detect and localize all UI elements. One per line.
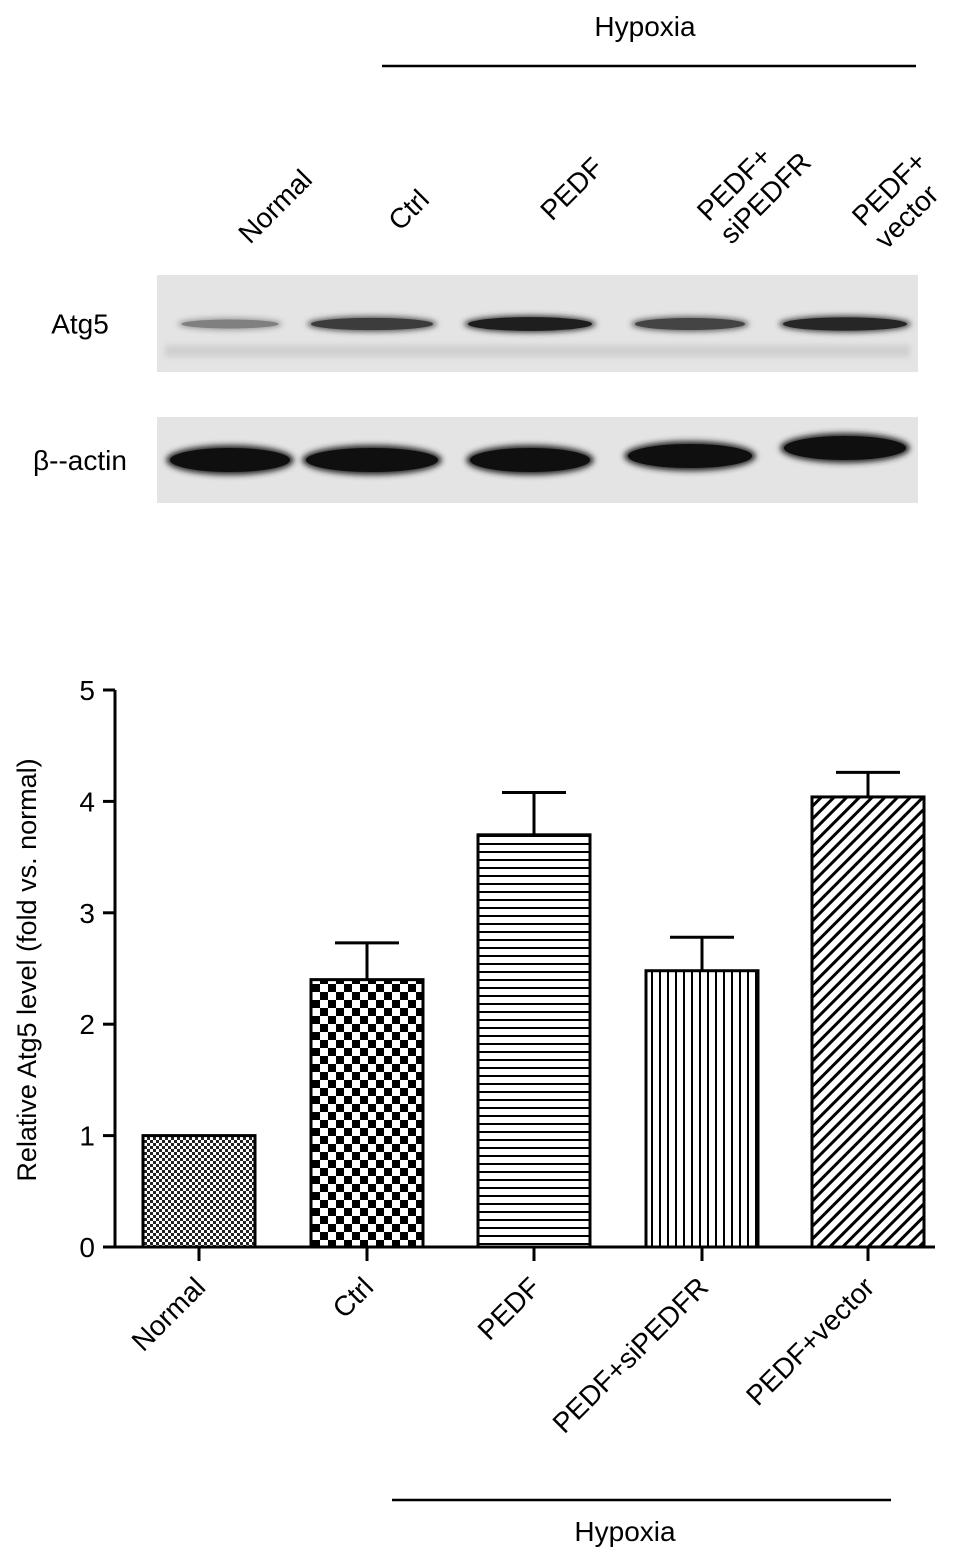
lane-label-line: Ctrl [382, 184, 435, 237]
x-tick-label: Ctrl [327, 1271, 380, 1324]
lane-label-line: PEDF [534, 152, 609, 227]
lane-label-line: Normal [232, 164, 318, 250]
y-axis: 0 1 2 3 4 5 [79, 675, 117, 1263]
y-tick-label: 3 [79, 898, 95, 929]
bar [476, 833, 592, 1249]
lane-label: Ctrl [382, 184, 435, 237]
y-tick-label: 1 [79, 1121, 95, 1152]
y-axis-label: Relative Atg5 level (fold vs. normal) [12, 758, 42, 1181]
y-tick-label: 0 [79, 1232, 95, 1263]
blot-band-core [468, 317, 592, 331]
y-tick-label: 5 [79, 675, 95, 706]
lane-label: PEDF+vector [846, 146, 944, 255]
bar [141, 1134, 257, 1249]
y-tick-label: 4 [79, 786, 95, 817]
bars [141, 770, 926, 1249]
bar-chart: Relative Atg5 level (fold vs. normal) 0 1… [12, 675, 935, 1547]
bar [309, 978, 425, 1249]
chart-hypoxia-label: Hypoxia [574, 1516, 676, 1547]
blot-band-core [635, 318, 745, 330]
blot-band-core [311, 317, 433, 331]
blot-row-label: Atg5 [51, 309, 109, 340]
blot-row-label: β--actin [33, 445, 127, 476]
x-tick-label: PEDF [472, 1271, 547, 1346]
blot-hypoxia-label: Hypoxia [594, 11, 696, 42]
blot-band-core [181, 319, 279, 329]
lane-label: Normal [232, 164, 318, 250]
blot-rows: Atg5 β--actin [33, 275, 918, 503]
x-tick-label: PEDF+vector [740, 1271, 880, 1411]
x-tick-label: Normal [126, 1271, 212, 1357]
lane-label: PEDF [534, 152, 609, 227]
blot-lane-labels: Normal Ctrl PEDF PEDF+siPEDFR PEDF+vector [232, 141, 944, 255]
blot-band-core [306, 448, 438, 472]
blot-band-core [628, 444, 752, 468]
lane-label: PEDF+siPEDFR [691, 141, 817, 250]
blot-band-core [170, 448, 290, 472]
blot-row: β--actin [33, 417, 918, 503]
y-tick-label: 2 [79, 1009, 95, 1040]
blot-background-smear [165, 345, 910, 357]
blot-row: Atg5 [51, 275, 918, 372]
bar [644, 969, 760, 1249]
western-blot: Hypoxia Normal Ctrl PEDF PEDF+siPEDFR PEDF+v… [33, 11, 944, 503]
bar [810, 795, 926, 1249]
x-tick-label: PEDF+siPEDFR [547, 1271, 715, 1439]
blot-band-core [783, 317, 907, 331]
blot-band-core [784, 436, 906, 460]
x-axis: Normal Ctrl PEDF PEDF+siPEDFR PEDF+vector [115, 1245, 935, 1439]
blot-band-core [470, 448, 590, 472]
